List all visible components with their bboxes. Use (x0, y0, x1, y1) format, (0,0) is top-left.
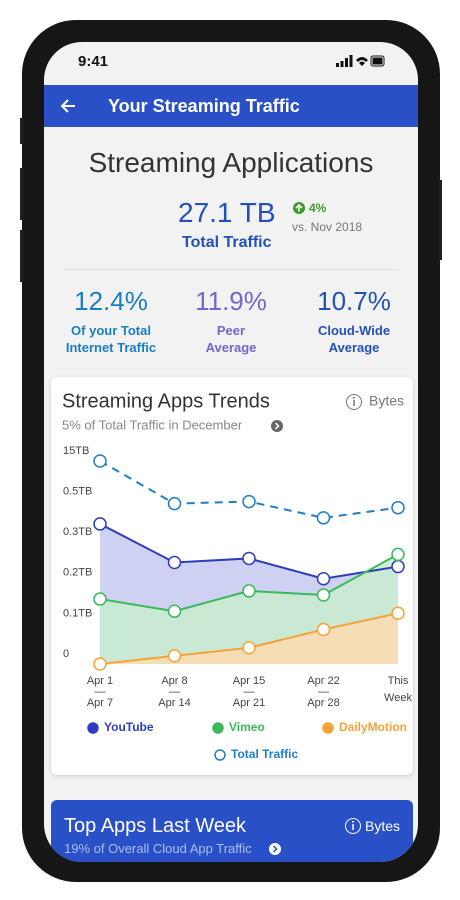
y-tick-label: 0.2TB (63, 567, 92, 579)
stat-label: Average (328, 340, 380, 355)
header-title: Your Streaming Traffic (108, 96, 300, 116)
x-tick-label: — (169, 686, 180, 698)
y-tick-label: 0 (63, 648, 69, 660)
point (167, 496, 182, 511)
bottom-chevron[interactable] (268, 842, 282, 856)
x-tick-label: Apr 14 (158, 697, 190, 709)
point (316, 571, 331, 586)
point (242, 641, 256, 655)
chart-subtitle: 5% of Total Traffic in December (62, 417, 243, 432)
header-bar (44, 85, 418, 127)
point (167, 555, 182, 570)
point (242, 551, 256, 566)
point (93, 592, 107, 606)
unit-label: Bytes (369, 393, 404, 409)
total-value: 27.1 TB (178, 197, 276, 228)
point (93, 454, 107, 468)
side-button (439, 180, 442, 260)
x-tick-label: — (95, 686, 106, 698)
info-icon[interactable] (345, 818, 361, 834)
x-tick-label: Apr 7 (87, 697, 113, 709)
point (93, 657, 107, 671)
area (100, 613, 398, 664)
point (391, 606, 405, 620)
stat-label: Average (205, 340, 257, 355)
legend-label: YouTube (104, 720, 154, 734)
point (167, 604, 182, 618)
y-tick-label: 15TB (63, 445, 89, 457)
legend-label: Vimeo (229, 720, 265, 734)
chart: Streaming Apps Trends 5% of Total Traffi… (62, 390, 412, 761)
point (391, 547, 405, 562)
side-button (20, 230, 23, 282)
x-tick-label: This (388, 675, 409, 687)
legend-label: DailyMotion (339, 720, 407, 734)
subtitle-chevron[interactable] (271, 420, 283, 432)
y-tick-label: 0.5TB (63, 486, 92, 498)
change-note: vs. Nov 2018 (292, 220, 363, 234)
stat-value: 12.4% (74, 286, 148, 316)
info-icon[interactable] (346, 394, 362, 410)
chart-title: Streaming Apps Trends (62, 390, 270, 412)
x-tick-label: Apr 15 (233, 675, 265, 687)
y-tick-label: 0.3TB (63, 526, 92, 538)
side-button (20, 118, 23, 144)
side-button (20, 168, 23, 220)
x-tick-label: Apr 22 (307, 675, 339, 687)
change: 4% (309, 201, 327, 215)
x-tick-label: Apr 8 (161, 675, 187, 687)
x-tick-label: Apr 28 (307, 697, 339, 709)
point (391, 559, 405, 574)
x-tick-label: Apr 21 (233, 697, 265, 709)
stat-label: Peer (216, 323, 246, 338)
point (316, 588, 331, 602)
y-tick-label: 0.1TB (63, 607, 92, 619)
back-button[interactable] (60, 98, 76, 114)
legend-marker (212, 722, 224, 734)
x-tick-label: — (244, 686, 255, 698)
summary-title: Streaming Applications (88, 147, 374, 178)
x-tick-label: Week (384, 692, 412, 704)
point (316, 511, 331, 525)
bottom-unit: Bytes (365, 818, 401, 834)
x-tick-label: — (318, 686, 329, 698)
point (242, 494, 256, 509)
point (391, 500, 405, 515)
screen: 9:41 Your Streaming Traffic Streaming Ap… (44, 42, 418, 862)
bottom-card (51, 800, 413, 862)
stat-label: Internet Traffic (65, 340, 157, 355)
stat-value: 10.7% (317, 286, 391, 316)
up-icon (293, 202, 305, 214)
bottom-title: Top Apps Last Week (64, 815, 246, 837)
point (93, 517, 107, 531)
legend-marker (214, 749, 226, 761)
status-icons (336, 55, 385, 67)
point (316, 622, 331, 637)
legend-label: Total Traffic (231, 747, 298, 761)
line (99, 460, 399, 519)
stat-label: Of your Total (71, 323, 151, 338)
divider (64, 269, 398, 270)
x-tick-label: Apr 1 (87, 675, 113, 687)
stat-label: Cloud-Wide (317, 323, 391, 338)
stat-value: 11.9% (195, 286, 267, 316)
total-label: Total Traffic (182, 234, 272, 251)
legend-marker (87, 722, 99, 734)
point (242, 584, 256, 598)
point (167, 649, 182, 663)
status-time: 9:41 (78, 53, 109, 70)
legend-marker (322, 722, 334, 734)
bottom-subtitle: 19% of Overall Cloud App Traffic (64, 841, 252, 856)
